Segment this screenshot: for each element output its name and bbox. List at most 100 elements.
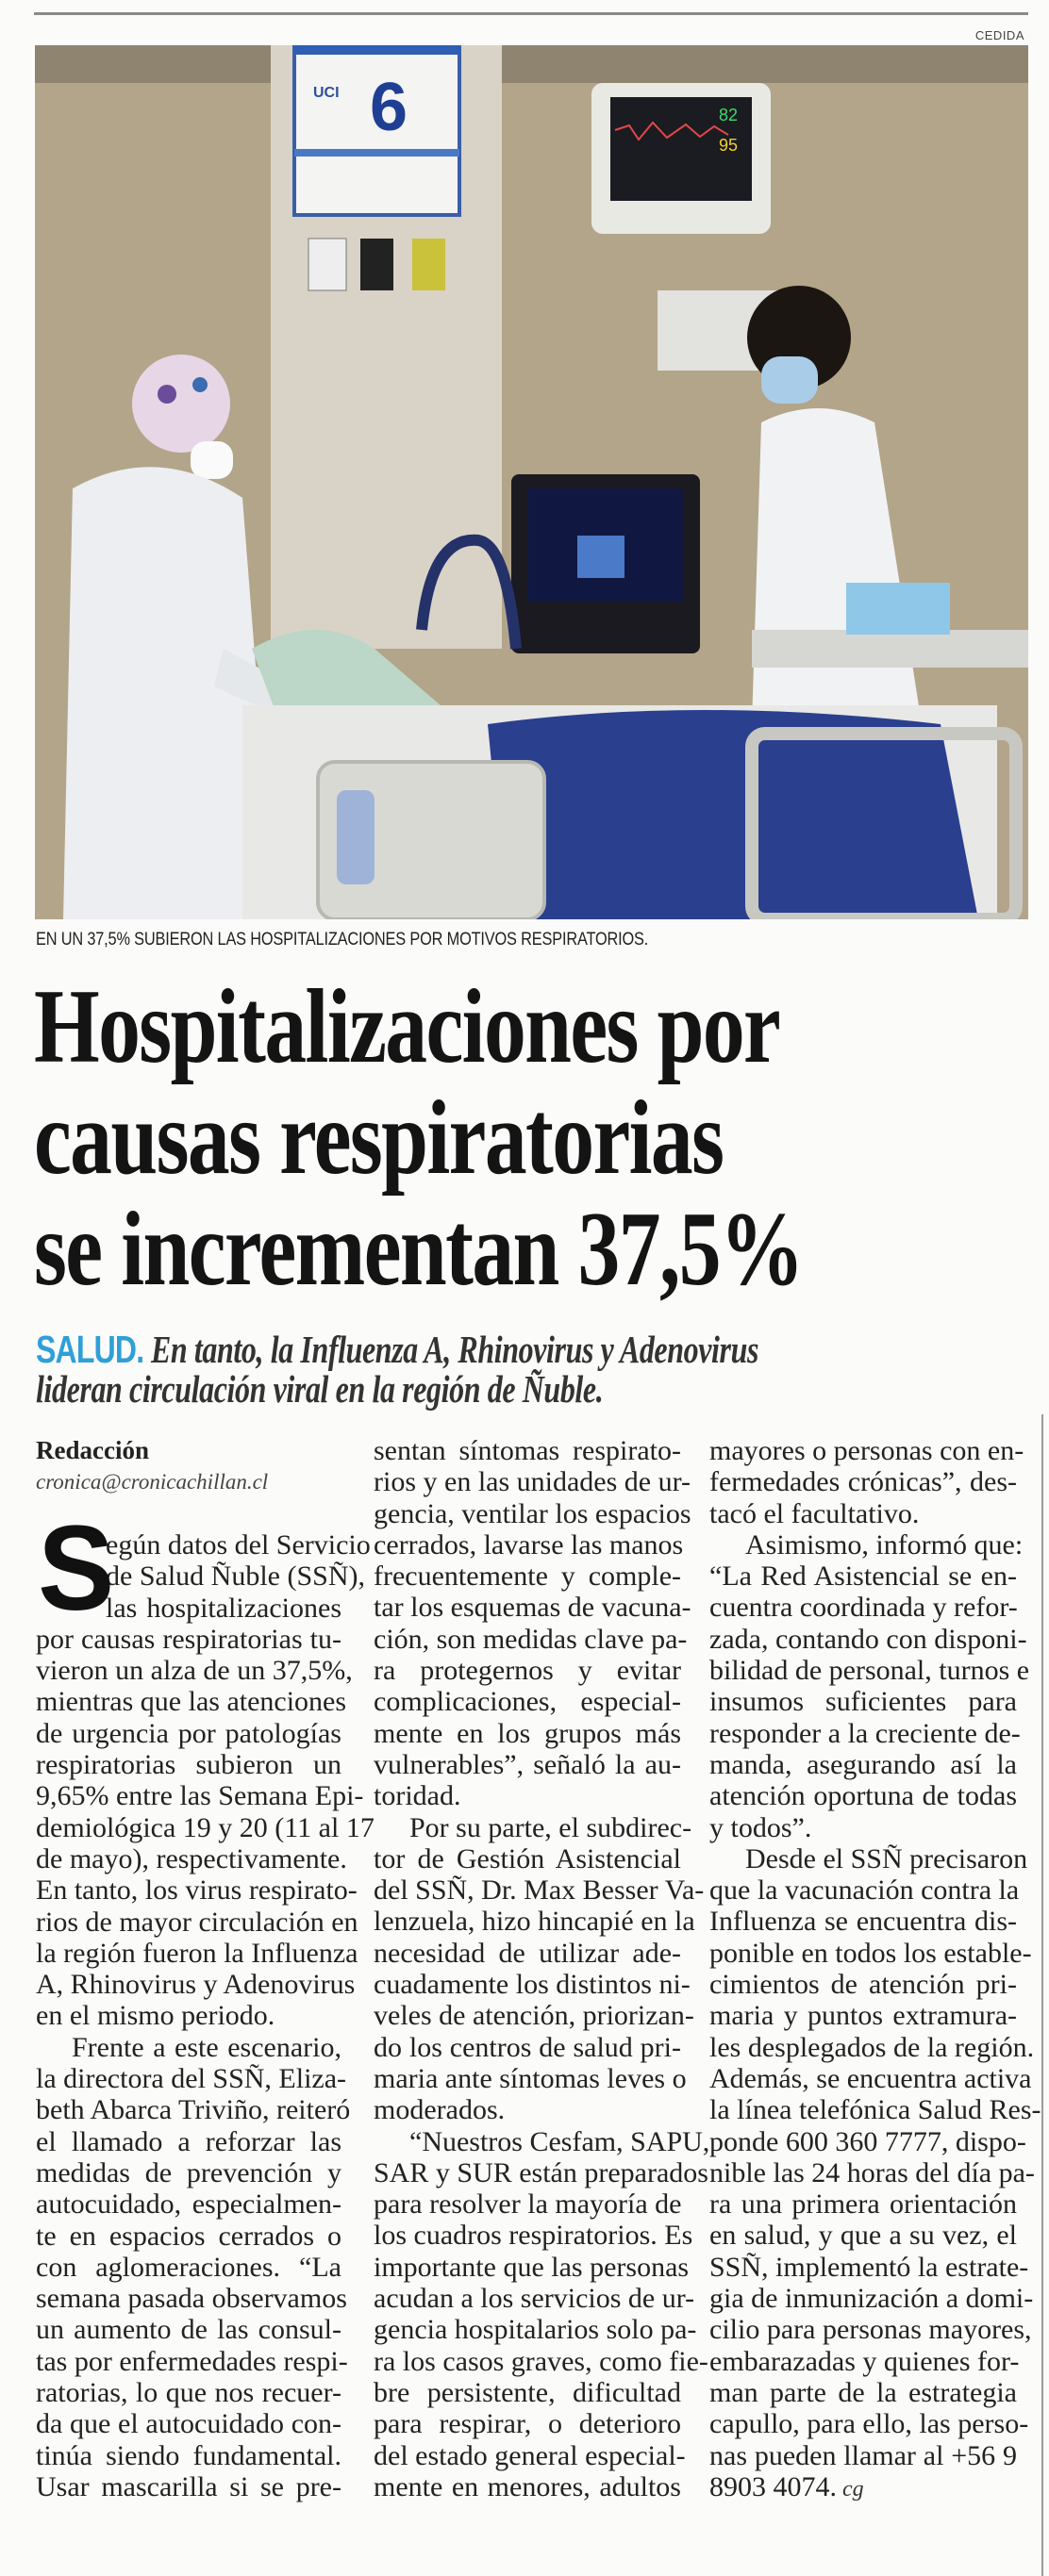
text-line: Por su parte, el subdirec- [409,1811,692,1843]
text-line: frecuentemente y comple- [374,1560,681,1593]
text-line: las hospitalizaciones [106,1592,341,1624]
respirator-mask [191,441,233,479]
subhead-line: SALUD. En tanto, la Influenza A, Rhinovi… [36,1329,919,1369]
paragraph: Asimismo, informó que: “La Red Asistencia… [709,1528,1029,1843]
text-line: tar los esquemas de vacuna- [374,1592,691,1624]
text-line: manda, asegurando así la [709,1748,1017,1780]
text-line: mayores o personas con en- [709,1435,1024,1466]
text-line: zada, contando con disponi- [709,1623,1027,1655]
text-line: Frente a este escenario, [72,2031,341,2063]
text-line: capullo, para ello, las perso- [709,2408,1029,2440]
bed-rail-label [337,790,375,884]
text-line: lenzuela, hizo hincapié en la [374,1906,695,1938]
text-line: demiológica 19 y 20 (11 al 17 [36,1811,375,1843]
byline-email[interactable]: cronica@cronicachillan.cl [36,1470,269,1494]
subhead-text: En tanto, la Influenza A, Rhinovirus y A… [143,1328,759,1371]
text-line: atención oportuna de todas [709,1780,1017,1812]
drop-cap: S [38,1501,115,1636]
sign-stripe [294,149,459,157]
ecg-trace [614,121,729,141]
text-line: los cuadros respiratorios. Es [374,2220,693,2252]
text-line: SSÑ, implementó la estrate- [709,2251,1029,2283]
paragraph: Frente a este escenario, la directora del… [36,2031,350,2502]
monitor-value: 82 [719,106,738,124]
photo-caption: EN UN 37,5% SUBIERON LAS HOSPITALIZACION… [36,930,649,949]
cap-pattern [192,377,208,392]
column-text: mayores o personas con en-fermedades cró… [709,1435,1041,2502]
monitor-value: 95 [719,136,738,155]
text-line: con aglomeraciones. “La [36,2251,341,2283]
text-line: fermedades crónicas”, des- [709,1466,1017,1498]
text-line: de urgencia por patologías [36,1717,341,1749]
text-line: mente en los grupos más [374,1717,681,1749]
text-line: para resolver la mayoría de [374,2188,682,2221]
text-line: responder a la creciente de- [709,1717,1021,1749]
text-line: tacó el facultativo. [709,1497,920,1529]
text-line: rios de mayor circulación en [36,1906,358,1938]
text-line: bre persistente, dificultad [374,2376,681,2408]
paragraph: “Nuestros Cesfam, SAPU, SAR y SUR están p… [374,2125,710,2503]
text-line: ra protegernos y evitar [374,1655,681,1687]
signage-unit: UCI [313,85,340,101]
headline-line: Hospitalizaciones por [34,968,781,1085]
subhead-text: lideran circulación viral en la región d… [36,1367,604,1411]
text-line: en salud, y que a su vez, el [709,2220,1017,2252]
text-line: “La Red Asistencial se en- [709,1560,1017,1593]
text-line: complicaciones, especial- [374,1686,681,1718]
text-line: vieron un alza de un 37,5%, [36,1655,353,1687]
top-rule [34,12,1028,15]
text-line: mientras que las atenciones [36,1686,347,1718]
text-line: ción, son medidas clave pa- [374,1623,688,1655]
text-line: Asimismo, informó que: [745,1528,1024,1560]
bed-rail [745,727,1023,919]
text-line: les desplegados de la región. [709,2031,1035,2063]
text-line: vulnerables”, señaló la au- [374,1748,681,1780]
paragraph: Por su parte, el subdirec-tor de Gestión… [374,1811,704,2126]
text-line: nible las 24 horas del día pa- [709,2156,1035,2188]
text-line: semana pasada observamos [36,2283,347,2315]
byline-author: Redacción [36,1436,149,1464]
text-line: de Salud Ñuble (SSÑ), [106,1560,365,1593]
headline: Hospitalizaciones por causas respiratori… [34,971,1049,1305]
article-photo: UCI 6 82 95 [35,45,1028,919]
blanket [488,710,978,919]
bed-sign-bar [294,45,459,55]
text-line: Además, se encuentra activa [709,2062,1032,2094]
text-line: 9,65% entre las Semana Epi- [36,1780,364,1812]
text-line: ra los casos graves, como fie- [374,2345,708,2377]
icu-scene: UCI 6 82 95 [35,45,1028,919]
text-line: do los centros de salud pri- [374,2031,681,2063]
text-line: tas por enfermedades respi- [36,2345,348,2377]
text-line: necesidad de utilizar ade- [374,1937,681,1969]
text-line: importante que las personas [374,2251,690,2283]
bed-rail [316,760,546,919]
text-line: Influenza se encuentra dis- [709,1906,1017,1938]
text-line: acudan a los servicios de ur- [374,2283,695,2315]
text-line: gia de inmunización a domi- [709,2283,1034,2315]
text-line: rios y en las unidades de ur- [374,1466,691,1498]
text-line: sentan síntomas respirato- [374,1435,681,1466]
cap-pattern [158,385,176,404]
breathing-tube [416,534,522,650]
nurse-cap [132,355,230,453]
text-line: da que el autocuidado con- [36,2408,341,2440]
text-line: por causas respiratorias tu- [36,1623,341,1655]
text-line: maria y puntos extramura- [709,2000,1017,2032]
text-line: de mayo), respectivamente. [36,1842,347,1874]
text-line: A, Rhinovirus y Adenovirus [36,1969,356,2001]
text-line: cuentra coordinada y refor- [709,1592,1018,1624]
text-line: la línea telefónica Salud Res- [709,2094,1041,2126]
signage-bed: 6 [370,70,408,145]
text-line: nas pueden llamar al +56 9 [709,2439,1017,2471]
body-column-1: Redacción cronica@cronicachillan.cl S eg… [36,1435,375,2502]
end-of-article-mark: cg [842,2476,864,2502]
body-column-3: mayores o personas con en-fermedades cró… [709,1435,1041,2502]
text-line: “Nuestros Cesfam, SAPU, [409,2125,710,2157]
text-line: toridad. [374,1780,461,1812]
text-line: mente en menores, adultos [374,2470,681,2502]
text-line: embarazadas y quienes for- [709,2345,1020,2377]
headline-line: se incrementan 37,5% [34,1191,805,1308]
text-line: en el mismo periodo. [36,2000,275,2032]
text-line: ra una primera orientación [709,2188,1017,2221]
text-line: un aumento de las consul- [36,2314,341,2346]
